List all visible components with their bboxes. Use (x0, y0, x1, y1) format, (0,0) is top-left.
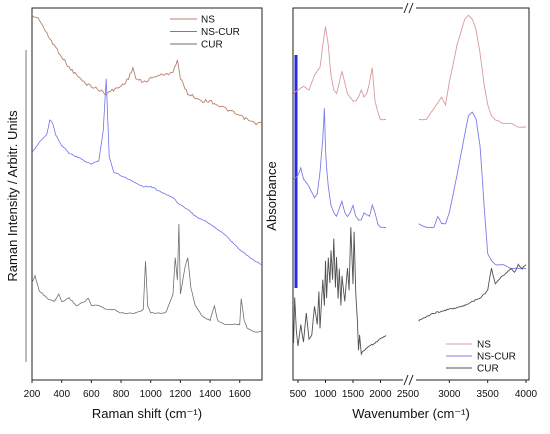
raman-panel: 200 400 600 800 1000 1200 1400 1600 Raman shift… (5, 7, 263, 421)
absorbance-x-tick-label: 500 (290, 389, 307, 400)
absorbance-series-ns-cur-low-range (293, 108, 386, 228)
absorbance-series-group (293, 14, 527, 356)
absorbance-x-tick-label: 2500 (397, 389, 420, 400)
absorbance-x-tick-label: 3500 (477, 389, 500, 400)
absorbance-series-ns-high-range (418, 14, 527, 128)
absorbance-series-cur-high-range (418, 263, 527, 322)
absorbance-blue-bar (294, 55, 298, 288)
absorbance-plot-frame (292, 7, 530, 381)
raman-x-tick-label: 200 (24, 389, 41, 400)
absorbance-legend-label: NS (477, 340, 491, 351)
raman-x-tick-label: 1200 (169, 389, 192, 400)
absorbance-series-cur-low-range (293, 227, 387, 356)
raman-x-tick-label: 400 (53, 389, 70, 400)
raman-x-tick-label: 1400 (199, 389, 222, 400)
raman-series-ns (31, 14, 263, 126)
raman-x-tick-label: 1000 (140, 389, 163, 400)
absorbance-series-ns-cur-high-range (418, 111, 527, 270)
absorbance-x-tick-label: 1500 (342, 389, 365, 400)
raman-x-axis-title: Raman shift (cm⁻¹) (92, 406, 202, 421)
absorbance-series-ns-low-range (293, 26, 387, 121)
raman-legend-label: CUR (201, 40, 223, 51)
raman-legend-label: NS-CUR (201, 27, 240, 38)
absorbance-x-tick-label: 3000 (438, 389, 461, 400)
raman-y-axis-title: Raman Intensity / Arbitr. Units (5, 110, 20, 282)
absorbance-x-tick-label: 4000 (515, 389, 538, 400)
axis-break-bottom (403, 374, 416, 386)
raman-x-tick-label: 600 (83, 389, 100, 400)
absorbance-x-ticks: 500 1000 1500 2000 2500 3000 3500 4000 (290, 380, 538, 400)
raman-x-tick-label: 800 (113, 389, 130, 400)
raman-series-cur (31, 223, 263, 333)
absorbance-panel: 500 1000 1500 2000 2500 3000 3500 4000 Wavenumb… (264, 2, 538, 421)
raman-x-ticks: 200 400 600 800 1000 1200 1400 1600 (24, 380, 252, 400)
absorbance-legend-label: CUR (477, 364, 499, 375)
absorbance-legend-label: NS-CUR (477, 352, 516, 363)
absorbance-x-axis-title: Wavenumber (cm⁻¹) (352, 406, 470, 421)
axis-break-top (403, 2, 416, 14)
absorbance-x-tick-label: 1000 (314, 389, 337, 400)
raman-series-ns-cur (31, 78, 263, 266)
raman-legend-label: NS (201, 15, 215, 26)
raman-plot-frame (31, 7, 263, 381)
absorbance-x-tick-label: 2000 (369, 389, 392, 400)
raman-x-tick-label: 1600 (229, 389, 252, 400)
raman-series-group (31, 14, 263, 333)
absorbance-y-axis-title: Absorbance (264, 161, 279, 230)
